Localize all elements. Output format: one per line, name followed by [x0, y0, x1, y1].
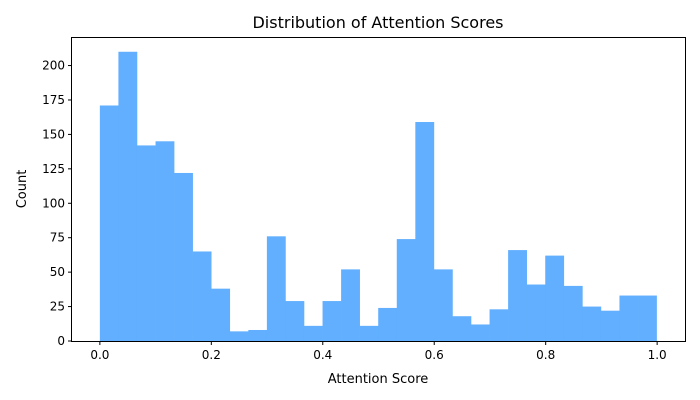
y-tick-label: 75 — [50, 231, 65, 245]
histogram-bar — [118, 51, 138, 341]
histogram-bar — [322, 301, 342, 341]
y-tick-label: 150 — [42, 127, 65, 141]
histogram-bar — [211, 288, 231, 341]
x-tick-label: 0.8 — [536, 348, 555, 362]
histogram-bar — [155, 141, 175, 341]
histogram-bar — [563, 285, 583, 341]
histogram-bar — [508, 250, 527, 341]
histogram-bar — [545, 255, 565, 341]
y-axis-label: Count — [15, 170, 30, 209]
y-axis-ticks: 0 25 50 75 100 125 150 175 200 — [42, 59, 72, 348]
histogram-bar — [582, 306, 602, 341]
histogram-bar — [174, 172, 193, 341]
x-axis-ticks: 0.0 0.2 0.4 0.6 0.8 1.0 — [90, 341, 667, 362]
histogram-bar — [136, 145, 156, 341]
histogram-bar — [359, 325, 379, 341]
histogram-bar — [378, 307, 398, 341]
y-tick-label: 50 — [50, 265, 65, 279]
histogram-bar — [433, 269, 453, 341]
histogram-bar — [192, 251, 212, 341]
histogram-bar — [600, 310, 620, 341]
x-tick-label: 0.0 — [90, 348, 109, 362]
y-tick-label: 0 — [57, 334, 65, 348]
histogram-bar — [415, 122, 435, 341]
histogram-bar — [285, 301, 305, 341]
histogram-bar — [266, 236, 286, 341]
histogram-bar — [471, 324, 490, 341]
chart-title: Distribution of Attention Scores — [252, 13, 503, 32]
histogram-bar — [341, 269, 360, 341]
histogram-bar — [99, 105, 119, 342]
y-tick-label: 25 — [50, 300, 65, 314]
histogram-bar — [638, 295, 657, 341]
x-axis-label: Attention Score — [328, 372, 429, 387]
histogram-bar — [452, 316, 472, 341]
x-tick-label: 0.6 — [425, 348, 444, 362]
histogram-bar — [619, 295, 639, 341]
histogram-bar — [396, 239, 416, 341]
y-tick-label: 175 — [42, 93, 65, 107]
x-tick-label: 0.4 — [313, 348, 332, 362]
x-tick-label: 1.0 — [648, 348, 667, 362]
y-tick-label: 125 — [42, 162, 65, 176]
y-tick-label: 200 — [42, 59, 65, 73]
histogram-bar — [303, 325, 323, 341]
histogram-bar — [526, 284, 546, 341]
histogram-bar — [489, 309, 509, 341]
x-tick-label: 0.2 — [202, 348, 221, 362]
histogram-bar — [229, 331, 249, 341]
histogram-bar — [248, 329, 268, 341]
plot-frame — [71, 37, 686, 342]
y-tick-label: 100 — [42, 196, 65, 210]
bars-group — [99, 51, 657, 342]
